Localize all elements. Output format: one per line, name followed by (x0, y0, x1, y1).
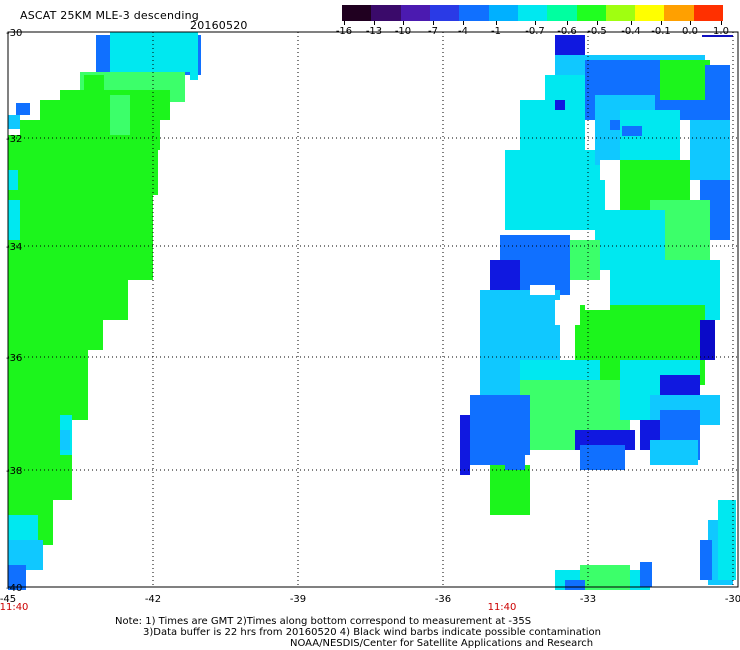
longitude-label: -45 (0, 594, 16, 605)
color-scale-tick (463, 21, 464, 25)
longitude-label: -39 (290, 594, 306, 605)
swath-cell-right (690, 120, 730, 180)
color-scale-tick (690, 21, 691, 25)
color-scale-tick (344, 21, 345, 25)
swath-cell-right (610, 120, 620, 130)
swath-cell-right (460, 415, 470, 475)
swath-cell-left (190, 32, 198, 80)
swath-gap (600, 160, 620, 180)
longitude-label: -30 (725, 594, 740, 605)
swath-cell-right (640, 562, 652, 587)
longitude-label: -33 (580, 594, 596, 605)
swath-cell-left (8, 340, 88, 420)
swath-gap (530, 285, 555, 295)
color-scale-tick (597, 21, 598, 25)
color-scale-tick (631, 21, 632, 25)
color-scale-swatch (459, 5, 489, 21)
swath-cell-right (650, 440, 698, 465)
color-scale-swatch (605, 5, 636, 21)
color-scale-swatch (517, 5, 548, 21)
swath-cell-left (16, 103, 30, 115)
swath-cell-right (490, 465, 530, 515)
note-line-2: 3)Data buffer is 22 hrs from 20160520 4)… (143, 627, 601, 638)
color-scale-tick (721, 21, 722, 25)
color-scale-swatch (342, 5, 372, 21)
product-date: 20160520 (190, 19, 248, 32)
latitude-label: -36 (6, 353, 22, 364)
swath-cell-right (580, 565, 630, 590)
color-scale-swatch (576, 5, 606, 21)
swath-cell-right (555, 100, 565, 110)
color-scale-tick (535, 21, 536, 25)
product-title: ASCAT 25KM MLE-3 descending (20, 9, 199, 22)
swath-cell-left (8, 170, 18, 190)
swath-cell-left (8, 200, 20, 240)
color-scale-tick (661, 21, 662, 25)
swath-cell-right (700, 320, 715, 360)
latitude-label: -32 (6, 134, 22, 145)
measurement-time-label: 11:40 (0, 602, 28, 613)
color-scale-swatch (400, 5, 430, 21)
color-scale-tick (496, 21, 497, 25)
color-scale-swatch (664, 5, 694, 21)
swath-cell-right (555, 35, 585, 55)
color-scale-tick (433, 21, 434, 25)
color-scale-reference-line (702, 35, 733, 37)
latitude-label: -30 (6, 28, 22, 39)
color-scale-swatch (488, 5, 518, 21)
note-line-1: Note: 1) Times are GMT 2)Times along bot… (115, 616, 532, 627)
color-scale-swatch (371, 5, 401, 21)
swath-cell-right (580, 445, 625, 470)
swath-cell-right (700, 540, 712, 580)
longitude-label: -42 (145, 594, 161, 605)
swath-cell-right (622, 126, 642, 136)
swath-cell-right (660, 60, 710, 100)
swath-cell-right (505, 455, 525, 470)
swath-cell-left (60, 430, 70, 450)
color-scale-swatch (547, 5, 577, 21)
swath-cell-left (8, 565, 26, 590)
measurement-time-label: 11:40 (488, 602, 517, 613)
swath-gap (585, 285, 610, 310)
color-scale-tick (567, 21, 568, 25)
swath-cell-left (8, 115, 20, 129)
latitude-label: -40 (6, 583, 22, 594)
longitude-label: -36 (435, 594, 451, 605)
swath-cell-left (84, 75, 104, 105)
color-scale-tick (403, 21, 404, 25)
swath-cell-right (565, 580, 585, 590)
swath-cell-right (505, 150, 605, 230)
color-scale-tick (374, 21, 375, 25)
color-scale-bar (342, 5, 724, 21)
swath-cell-right (465, 415, 505, 465)
color-scale-swatch (693, 5, 724, 21)
latitude-label: -34 (6, 242, 22, 253)
swath-gap (555, 300, 580, 325)
swath-cell-right (705, 65, 730, 125)
color-scale-swatch (635, 5, 665, 21)
swath-cell-right (718, 500, 736, 580)
color-scale-swatch (429, 5, 460, 21)
swath-cell-left (110, 95, 130, 135)
note-line-3: NOAA/NESDIS/Center for Satellite Applica… (290, 638, 594, 649)
latitude-label: -38 (6, 466, 22, 477)
